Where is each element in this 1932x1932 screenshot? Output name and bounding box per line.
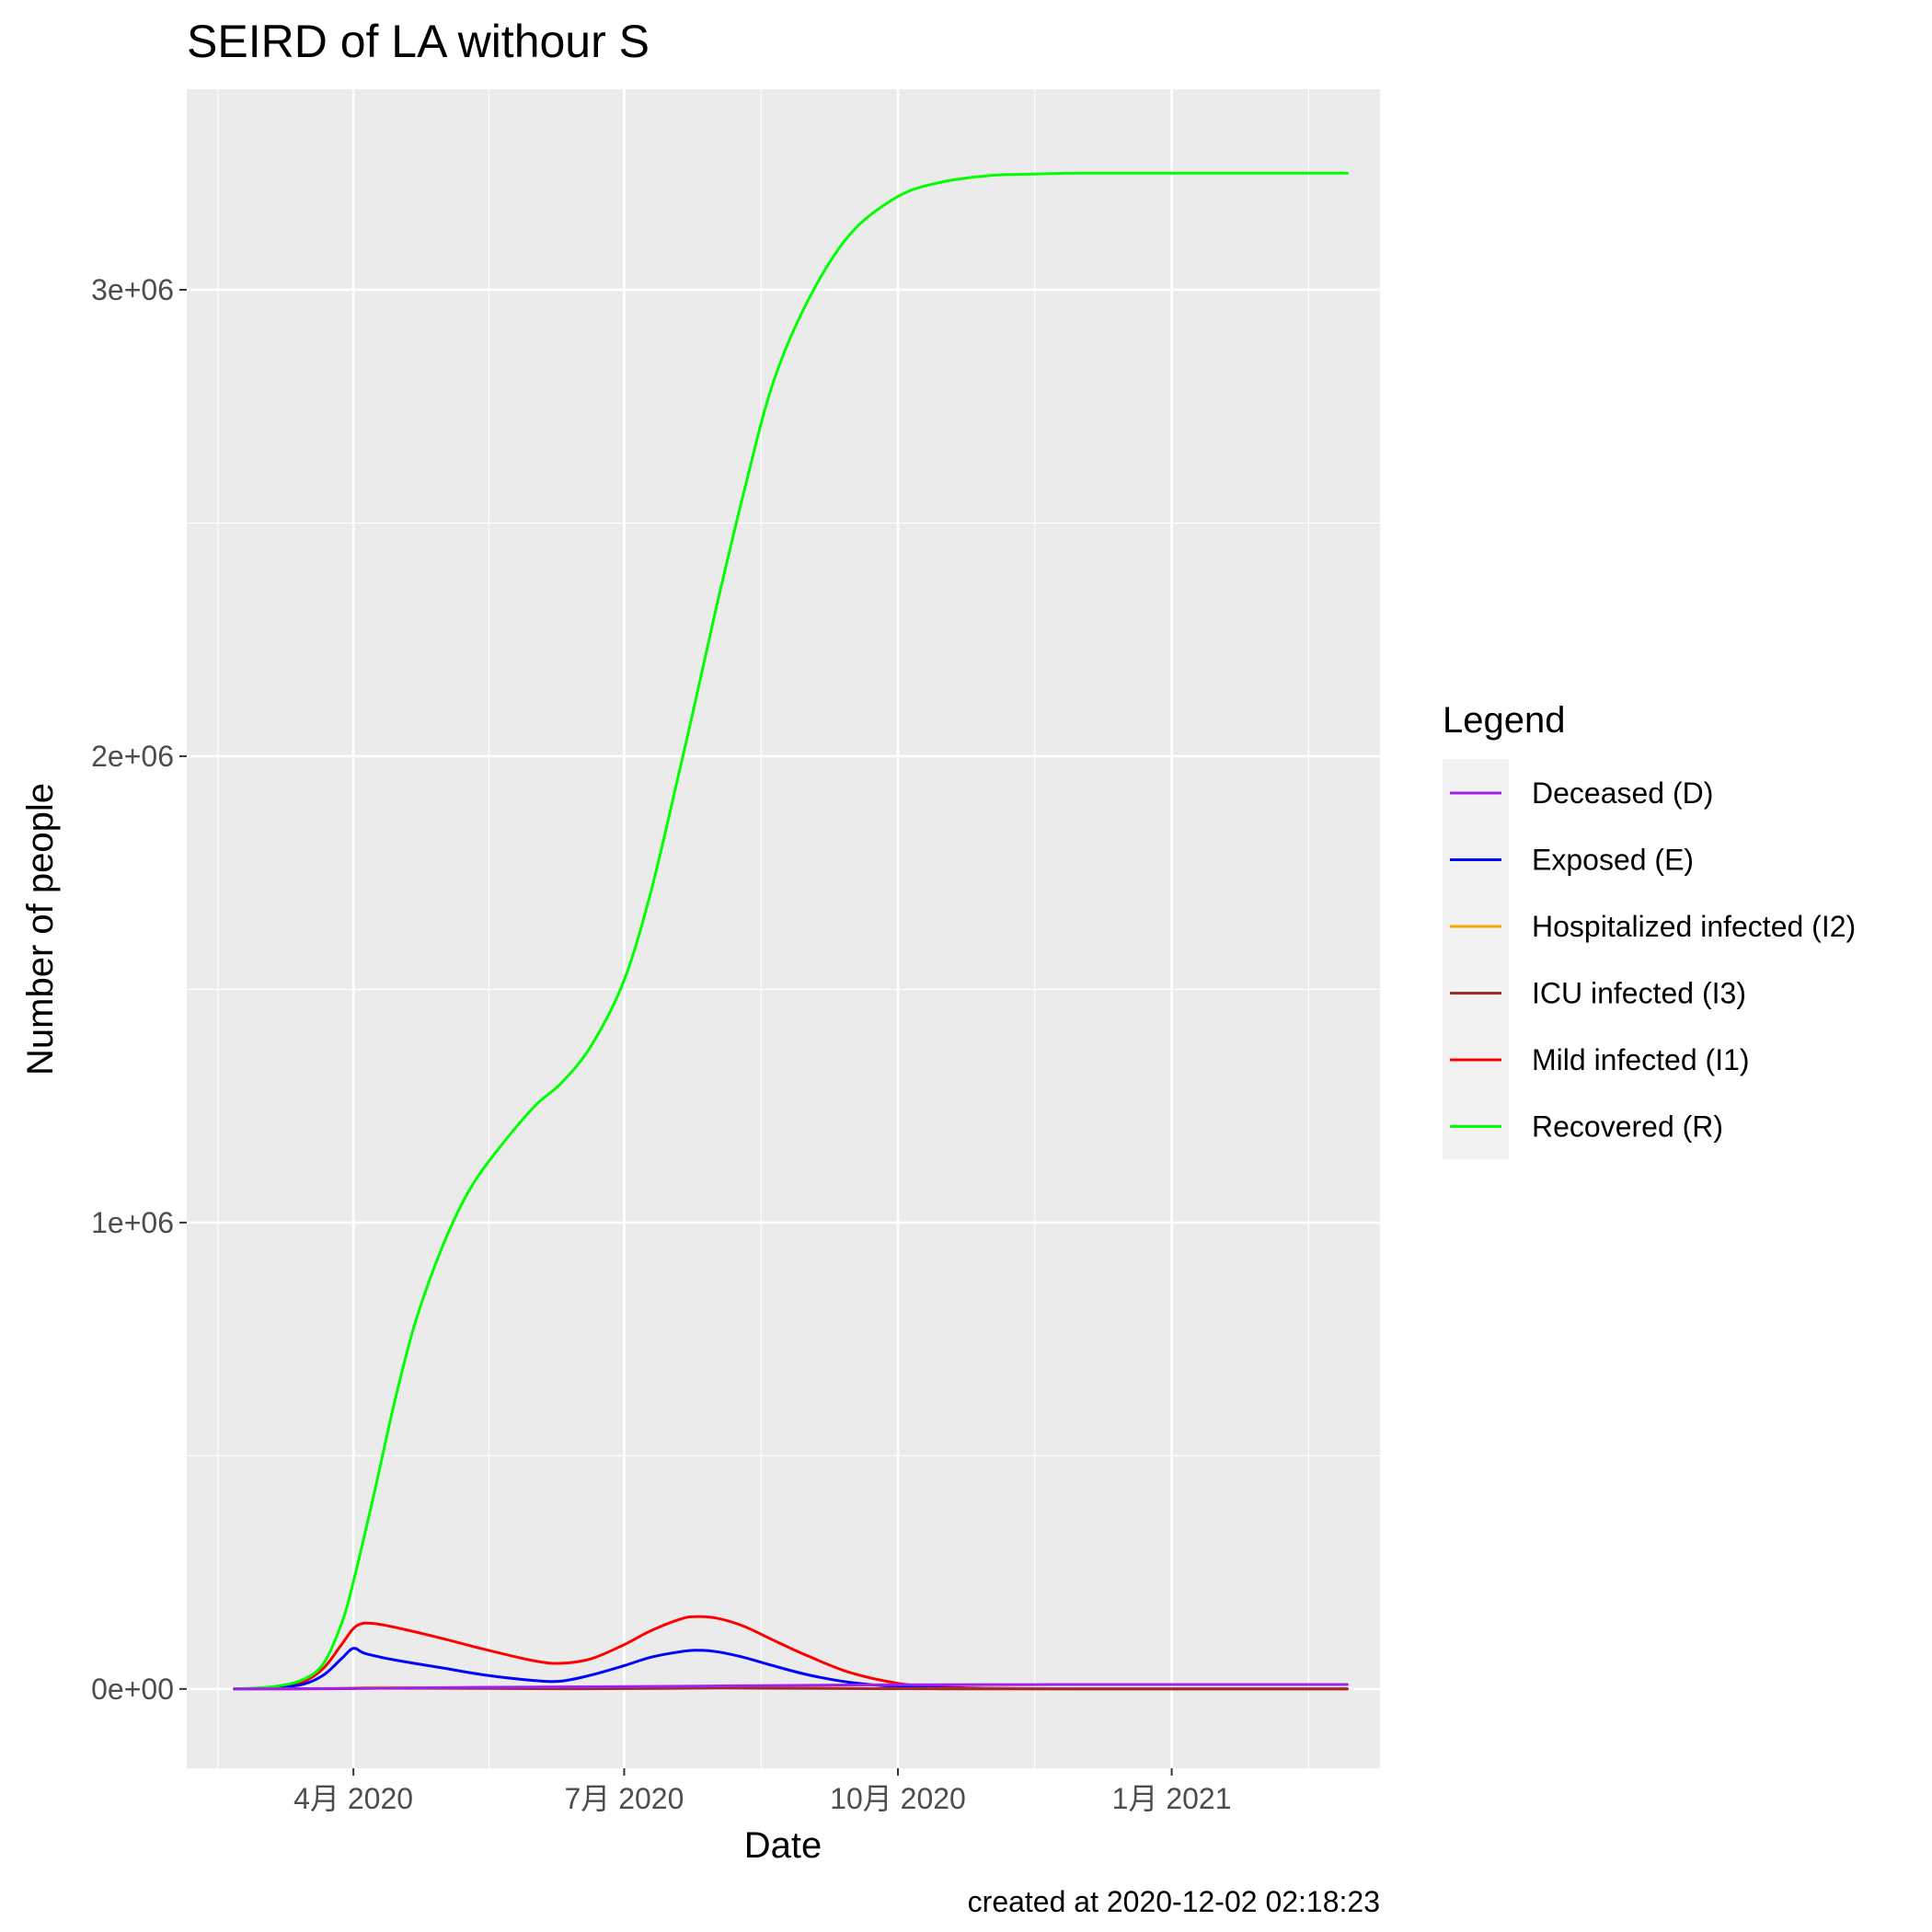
legend-label: Mild infected (I1): [1532, 1043, 1750, 1076]
legend-key-background: [1443, 759, 1509, 1159]
x-tick-label: 10月 2020: [830, 1782, 966, 1815]
series-line-recovered-r: [233, 171, 1349, 1691]
legend: Legend Deceased (D) Exposed (E) Hospitaliz…: [1443, 700, 1856, 1159]
y-tick-label: 0e+00: [91, 1673, 174, 1706]
x-axis: 4月 2020 7月 2020 10月 2020 1月 2021: [293, 1768, 1232, 1815]
chart-title: SEIRD of LA withour S: [187, 16, 650, 67]
legend-label: Deceased (D): [1532, 776, 1713, 810]
legend-label: Hospitalized infected (I2): [1532, 910, 1856, 943]
y-axis-title: Number of people: [20, 783, 61, 1075]
x-tick-label: 7月 2020: [565, 1782, 684, 1815]
y-axis: 0e+00 1e+06 2e+06 3e+06: [91, 273, 187, 1706]
x-axis-title: Date: [744, 1825, 822, 1866]
plot-panel: [187, 89, 1380, 1768]
y-tick-label: 1e+06: [91, 1206, 174, 1239]
series-lines: [233, 171, 1349, 1691]
series-line-deceased-d: [233, 1683, 1349, 1691]
legend-items: Deceased (D) Exposed (E) Hospitalized infe…: [1450, 776, 1856, 1144]
x-tick-label: 4月 2020: [293, 1782, 413, 1815]
y-tick-label: 3e+06: [91, 273, 174, 306]
minor-gridlines: [187, 89, 1380, 1768]
legend-title: Legend: [1443, 700, 1565, 741]
y-tick-label: 2e+06: [91, 740, 174, 773]
major-gridlines: [187, 89, 1380, 1768]
legend-label: Exposed (E): [1532, 844, 1694, 877]
legend-label: Recovered (R): [1532, 1110, 1723, 1144]
legend-label: ICU infected (I3): [1532, 977, 1746, 1010]
x-tick-label: 1月 2021: [1112, 1782, 1232, 1815]
caption: created at 2020-12-02 02:18:23: [968, 1885, 1380, 1918]
